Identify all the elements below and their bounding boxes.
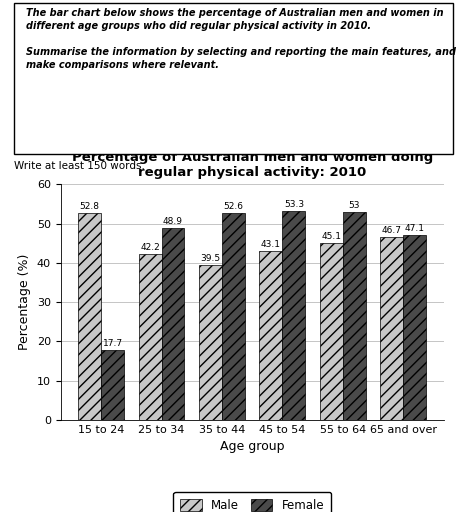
Bar (139, 254, 162, 420)
Text: 52.6: 52.6 (223, 202, 243, 211)
Text: 53: 53 (348, 201, 360, 210)
Bar (222, 214, 245, 420)
Text: The bar chart below shows the percentage of Australian men and women in
differen: The bar chart below shows the percentage… (26, 8, 456, 71)
Bar (260, 251, 283, 420)
Text: 47.1: 47.1 (405, 224, 425, 233)
Text: 52.8: 52.8 (79, 202, 99, 210)
Text: 45.1: 45.1 (321, 232, 341, 241)
Legend: Male, Female: Male, Female (173, 492, 331, 512)
Bar (78, 212, 101, 420)
Bar (343, 212, 366, 420)
Y-axis label: Percentage (%): Percentage (%) (18, 254, 31, 350)
Text: 53.3: 53.3 (284, 200, 304, 209)
Text: 43.1: 43.1 (261, 240, 281, 249)
X-axis label: Age group: Age group (220, 440, 284, 453)
Bar (380, 237, 403, 420)
Bar (199, 265, 222, 420)
Bar (101, 350, 124, 420)
Text: 42.2: 42.2 (140, 243, 160, 252)
Text: 46.7: 46.7 (382, 226, 402, 234)
Bar (283, 210, 305, 420)
Bar (162, 228, 184, 420)
Bar (320, 243, 343, 420)
Title: Percentage of Australian men and women doing
regular physical activity: 2010: Percentage of Australian men and women d… (71, 151, 433, 179)
Text: 48.9: 48.9 (163, 217, 183, 226)
Bar (403, 235, 426, 420)
Text: Write at least 150 words.: Write at least 150 words. (14, 161, 145, 172)
Text: 17.7: 17.7 (102, 339, 123, 348)
Text: 39.5: 39.5 (200, 254, 220, 263)
